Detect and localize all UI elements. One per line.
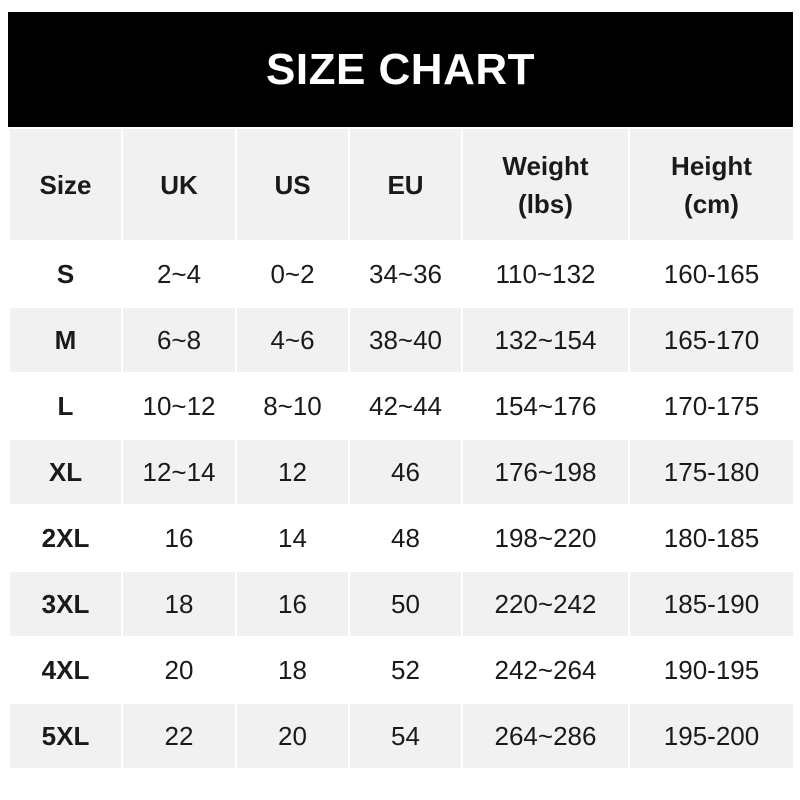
cell-us: 14 bbox=[235, 504, 350, 572]
cell-eu: 34~36 bbox=[348, 240, 463, 308]
cell-eu: 38~40 bbox=[348, 306, 463, 374]
cell-us: 0~2 bbox=[235, 240, 350, 308]
size-chart-title: SIZE CHART bbox=[8, 12, 793, 127]
cell-size: XL bbox=[8, 438, 123, 506]
cell-height: 175-180 bbox=[628, 438, 795, 506]
cell-uk: 22 bbox=[121, 702, 237, 770]
cell-eu: 46 bbox=[348, 438, 463, 506]
cell-size: 2XL bbox=[8, 504, 123, 572]
column-header-weight: Weight (lbs) bbox=[461, 127, 630, 242]
table-row: M 6~8 4~6 38~40 132~154 165-170 bbox=[8, 306, 795, 374]
cell-weight: 198~220 bbox=[461, 504, 630, 572]
cell-height: 180-185 bbox=[628, 504, 795, 572]
cell-us: 8~10 bbox=[235, 372, 350, 440]
cell-height: 165-170 bbox=[628, 306, 795, 374]
table-row: S 2~4 0~2 34~36 110~132 160-165 bbox=[8, 240, 795, 308]
cell-us: 12 bbox=[235, 438, 350, 506]
cell-weight: 220~242 bbox=[461, 570, 630, 638]
cell-us: 18 bbox=[235, 636, 350, 704]
cell-eu: 52 bbox=[348, 636, 463, 704]
column-header-line: UK bbox=[160, 169, 198, 200]
column-header-line: (cm) bbox=[684, 188, 739, 219]
cell-weight: 264~286 bbox=[461, 702, 630, 770]
cell-size: M bbox=[8, 306, 123, 374]
cell-uk: 16 bbox=[121, 504, 237, 572]
cell-us: 16 bbox=[235, 570, 350, 638]
cell-us: 4~6 bbox=[235, 306, 350, 374]
cell-us: 20 bbox=[235, 702, 350, 770]
cell-eu: 48 bbox=[348, 504, 463, 572]
cell-size: S bbox=[8, 240, 123, 308]
cell-uk: 2~4 bbox=[121, 240, 237, 308]
table-row: 4XL 20 18 52 242~264 190-195 bbox=[8, 636, 795, 704]
column-header-line: EU bbox=[387, 169, 424, 200]
cell-size: 4XL bbox=[8, 636, 123, 704]
cell-height: 160-165 bbox=[628, 240, 795, 308]
column-header-size: Size bbox=[8, 127, 123, 242]
table-row: 3XL 18 16 50 220~242 185-190 bbox=[8, 570, 795, 638]
column-header-line: US bbox=[274, 169, 311, 200]
cell-uk: 6~8 bbox=[121, 306, 237, 374]
column-header-height: Height (cm) bbox=[628, 127, 795, 242]
cell-uk: 20 bbox=[121, 636, 237, 704]
cell-uk: 10~12 bbox=[121, 372, 237, 440]
column-header-line: (lbs) bbox=[518, 188, 573, 219]
cell-size: L bbox=[8, 372, 123, 440]
table-row: XL 12~14 12 46 176~198 175-180 bbox=[8, 438, 795, 506]
column-header-us: US bbox=[235, 127, 350, 242]
cell-eu: 50 bbox=[348, 570, 463, 638]
cell-weight: 110~132 bbox=[461, 240, 630, 308]
cell-size: 5XL bbox=[8, 702, 123, 770]
header-row: Size UK US EU Weight (lbs) Height (cm) bbox=[8, 127, 795, 242]
cell-eu: 42~44 bbox=[348, 372, 463, 440]
column-header-line: Size bbox=[39, 169, 92, 200]
cell-uk: 18 bbox=[121, 570, 237, 638]
cell-weight: 154~176 bbox=[461, 372, 630, 440]
cell-height: 195-200 bbox=[628, 702, 795, 770]
cell-eu: 54 bbox=[348, 702, 463, 770]
column-header-eu: EU bbox=[348, 127, 463, 242]
cell-height: 185-190 bbox=[628, 570, 795, 638]
cell-height: 170-175 bbox=[628, 372, 795, 440]
column-header-line: Height bbox=[671, 150, 752, 181]
cell-size: 3XL bbox=[8, 570, 123, 638]
cell-weight: 132~154 bbox=[461, 306, 630, 374]
cell-weight: 176~198 bbox=[461, 438, 630, 506]
cell-uk: 12~14 bbox=[121, 438, 237, 506]
cell-height: 190-195 bbox=[628, 636, 795, 704]
size-chart-table: Size UK US EU Weight (lbs) Height (cm) S 2~4 0~2 3… bbox=[8, 127, 795, 770]
column-header-uk: UK bbox=[121, 127, 237, 242]
table-row: 2XL 16 14 48 198~220 180-185 bbox=[8, 504, 795, 572]
table-row: 5XL 22 20 54 264~286 195-200 bbox=[8, 702, 795, 770]
column-header-line: Weight bbox=[502, 150, 589, 181]
cell-weight: 242~264 bbox=[461, 636, 630, 704]
table-row: L 10~12 8~10 42~44 154~176 170-175 bbox=[8, 372, 795, 440]
